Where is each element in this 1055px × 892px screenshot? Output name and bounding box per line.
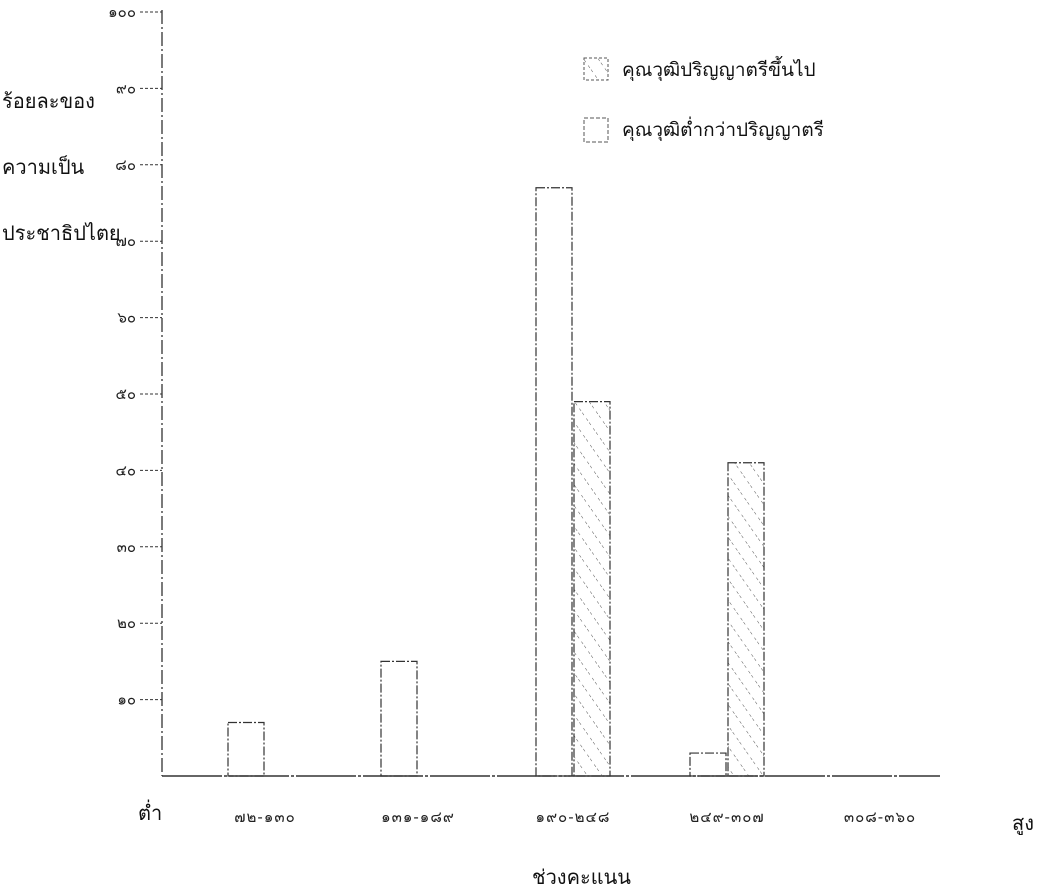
x-category-label-2: ๑๓๑-๑๘๙ <box>381 808 455 826</box>
bar-degree-and-above-3 <box>573 401 611 777</box>
x-category-label-1: ๗๒-๑๓๐ <box>234 808 296 826</box>
bar-below-degree-1 <box>227 721 265 777</box>
y-ticks: ๑๐ ๒๐ ๓๐ ๔๐ ๕๐ ๖๐ ๗๐ ๘๐ ๙๐ ๑๐๐ <box>108 3 162 709</box>
y-tick-label-20: ๒๐ <box>117 614 136 632</box>
legend-item-below-degree: คุณวุฒิต่ำกว่าปริญญาตรี <box>583 116 824 143</box>
x-axis-high-label: สูง <box>1012 811 1034 836</box>
x-axis-title: ช่วงคะแนน <box>532 865 631 889</box>
x-category-labels: ๗๒-๑๓๐ ๑๓๑-๑๘๙ ๑๙๐-๒๔๘ ๒๔๙-๓๐๗ ๓๐๘-๓๖๐ <box>234 808 916 826</box>
y-tick-label-40: ๔๐ <box>115 461 136 479</box>
legend-label-below-degree: คุณวุฒิต่ำกว่าปริญญาตรี <box>622 116 824 142</box>
legend-item-degree-and-above: คุณวุฒิปริญญาตรีขึ้นไป <box>583 56 816 82</box>
x-category-label-3: ๑๙๐-๒๔๘ <box>536 808 611 826</box>
y-tick-label-50: ๕๐ <box>115 385 136 403</box>
y-tick-label-100: ๑๐๐ <box>108 3 136 21</box>
y-axis-title-line-1: ร้อยละของ <box>2 89 95 113</box>
bars <box>227 187 765 777</box>
y-tick-label-10: ๑๐ <box>117 691 136 709</box>
y-axis-title-line-3: ประชาธิปไตย <box>2 221 121 245</box>
y-tick-label-80: ๘๐ <box>115 156 136 174</box>
x-category-label-5: ๓๐๘-๓๖๐ <box>844 808 916 826</box>
legend-swatch-hatched <box>583 57 609 81</box>
legend-label-degree-and-above: คุณวุฒิปริญญาตรีขึ้นไป <box>622 56 816 82</box>
legend-swatch-plain <box>583 117 609 143</box>
y-axis-title: ร้อยละของ ความเป็น ประชาธิปไตย <box>2 89 121 245</box>
legend: คุณวุฒิปริญญาตรีขึ้นไป คุณวุฒิต่ำกว่าปริ… <box>583 56 824 143</box>
bar-below-degree-4 <box>689 752 727 777</box>
x-axis-low-label: ต่ำ <box>138 799 162 825</box>
y-tick-label-70: ๗๐ <box>116 232 136 250</box>
x-category-label-4: ๒๔๙-๓๐๗ <box>689 808 764 826</box>
y-tick-label-90: ๙๐ <box>116 79 136 97</box>
bar-below-degree-3 <box>535 187 573 777</box>
bar-below-degree-2 <box>380 660 418 777</box>
y-tick-label-60: ๖๐ <box>117 309 136 327</box>
y-tick-label-30: ๓๐ <box>117 538 136 556</box>
y-axis-title-line-2: ความเป็น <box>2 154 85 179</box>
bar-degree-and-above-4 <box>727 462 765 777</box>
